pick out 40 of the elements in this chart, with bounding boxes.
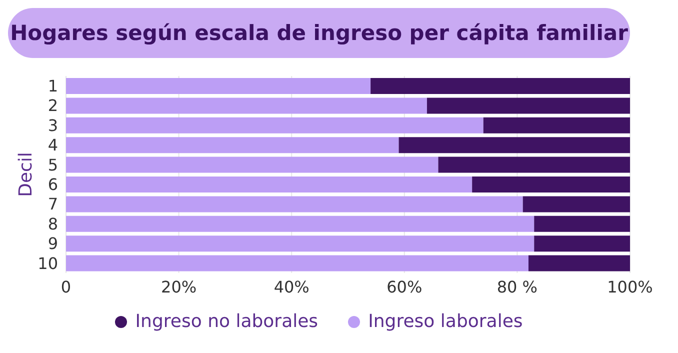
legend-label: Ingreso no laborales <box>135 311 318 332</box>
bar <box>66 78 371 94</box>
y-tick-label: 7 <box>48 194 58 214</box>
y-tick-label: 6 <box>48 175 58 194</box>
y-tick-label: 8 <box>48 214 58 234</box>
bar <box>66 117 484 134</box>
bar <box>66 137 399 154</box>
y-tick-label: 9 <box>48 234 58 254</box>
bar <box>66 98 427 114</box>
x-tick-label: 40% <box>274 277 310 296</box>
legend-label: Ingreso laborales <box>368 311 523 332</box>
bar <box>398 137 630 154</box>
y-tick-label: 2 <box>48 96 58 116</box>
y-tick-label: 5 <box>48 155 58 174</box>
bar <box>483 117 630 134</box>
chart-title: Hogares según escala de ingreso per cápita familiar <box>8 8 630 58</box>
bar <box>522 196 630 212</box>
y-tick-label: 1 <box>48 76 58 96</box>
y-tick-label: 3 <box>48 116 58 135</box>
y-tick-label: 4 <box>48 136 58 155</box>
bar <box>66 176 472 192</box>
bar <box>528 255 630 272</box>
bar <box>534 216 630 232</box>
bar <box>426 98 630 114</box>
bar <box>370 78 630 94</box>
bar <box>472 176 630 192</box>
bar <box>438 156 630 173</box>
bar <box>66 255 528 272</box>
x-tick-label: 100% <box>607 277 653 296</box>
bar <box>66 156 438 173</box>
bar <box>66 236 534 252</box>
y-tick-label: 10 <box>38 254 58 273</box>
x-tick-label: 60% <box>386 277 422 296</box>
y-axis-title: Decil <box>15 152 36 197</box>
bar <box>66 216 534 232</box>
bar <box>534 236 630 252</box>
x-tick-label: 80 % <box>496 277 538 296</box>
x-tick-label: 0 <box>60 277 72 296</box>
bar <box>66 196 523 212</box>
x-tick-label: 20% <box>161 277 197 296</box>
